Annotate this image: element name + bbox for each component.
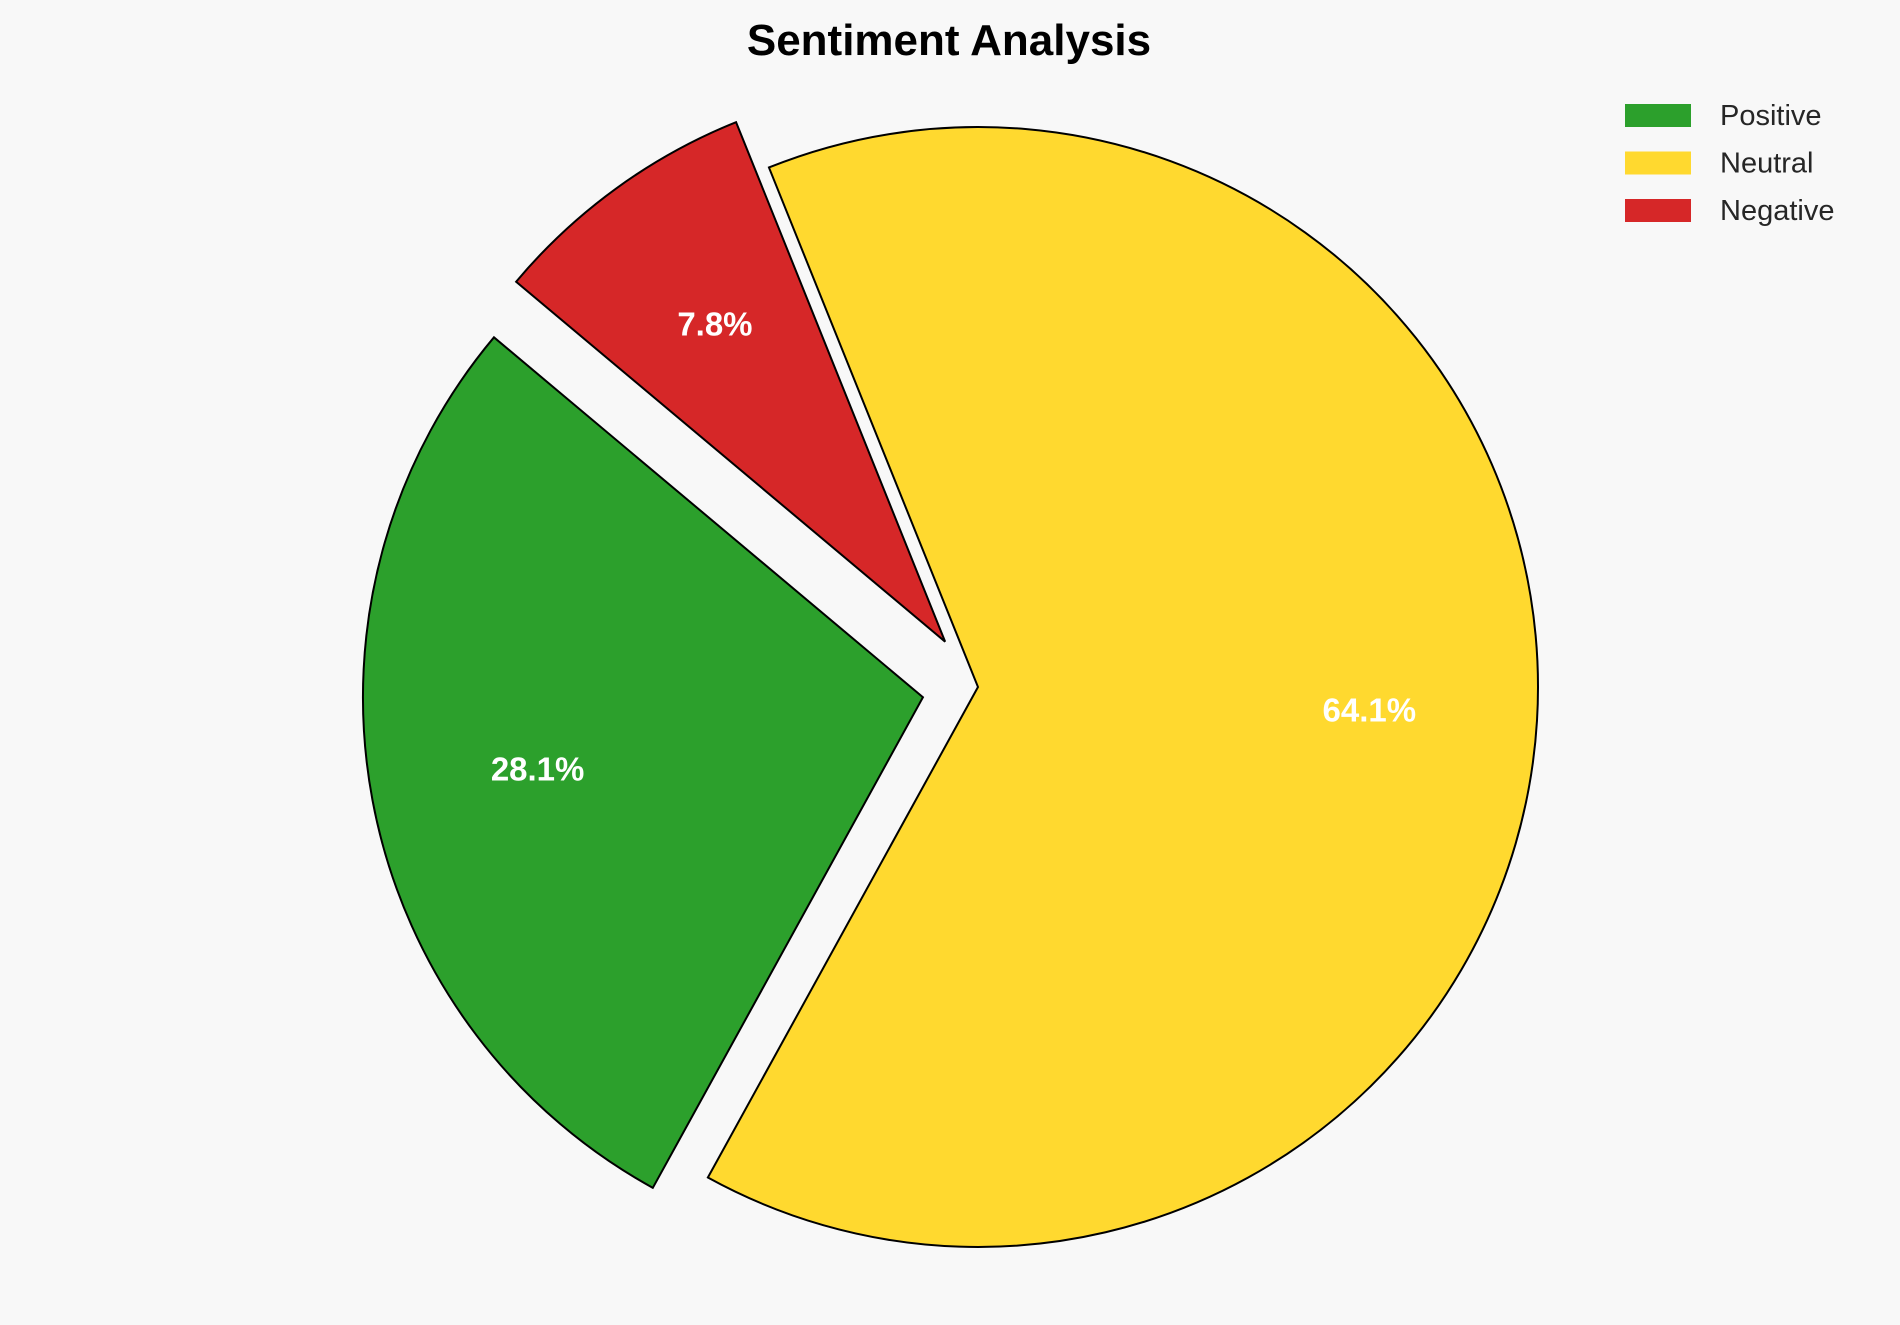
legend-swatch-negative xyxy=(1625,199,1691,222)
pie-slice-positive xyxy=(361,335,925,1190)
pie-label-neutral: 64.1% xyxy=(1322,692,1416,729)
legend: Positive Neutral Negative xyxy=(1625,100,1834,227)
pie-slice-neutral xyxy=(706,126,1539,1248)
pie-slice-negative xyxy=(514,120,947,643)
legend-swatch-positive xyxy=(1625,104,1691,127)
pie-label-positive: 28.1% xyxy=(491,750,585,787)
legend-label-neutral: Neutral xyxy=(1720,148,1814,180)
pie-label-negative: 7.8% xyxy=(677,305,752,342)
legend-label-negative: Negative xyxy=(1720,195,1834,227)
legend-label-positive: Positive xyxy=(1720,100,1822,132)
legend-swatch-neutral xyxy=(1625,151,1691,175)
chart-title: Sentiment Analysis xyxy=(747,16,1151,65)
